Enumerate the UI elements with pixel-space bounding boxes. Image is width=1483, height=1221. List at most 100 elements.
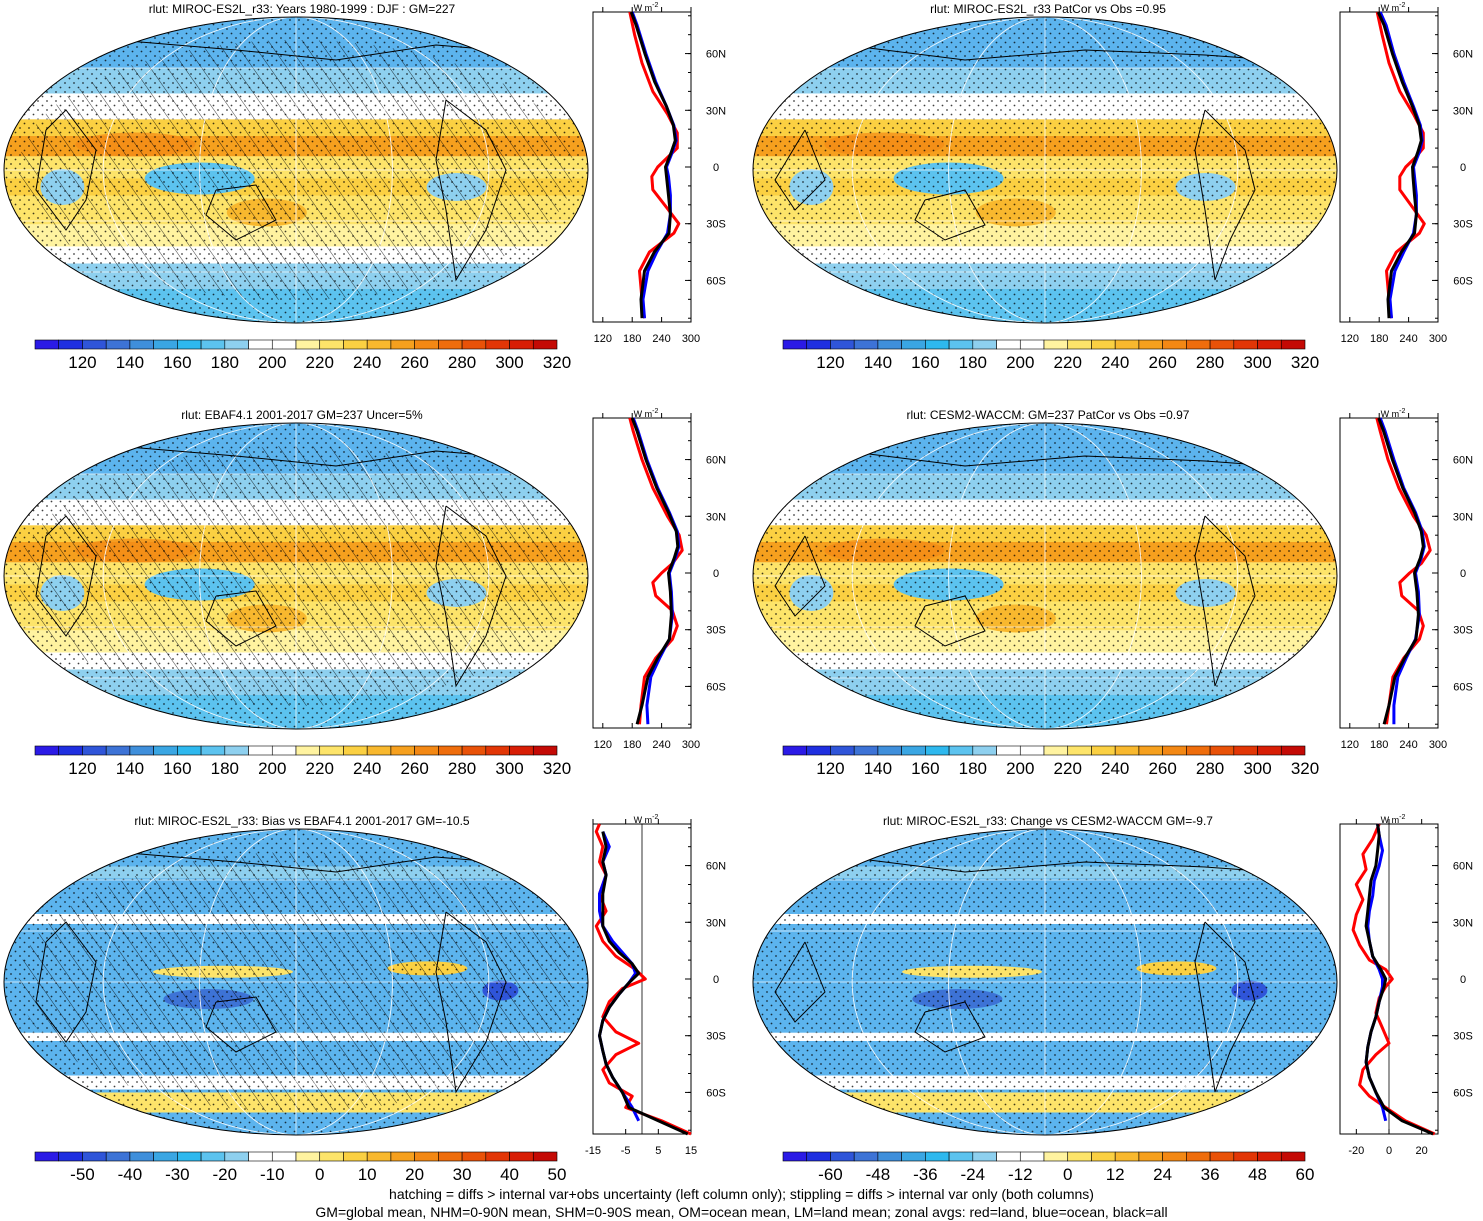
zonal-lat-label: 30S (1453, 625, 1473, 637)
colorbar-swatch (853, 1151, 879, 1162)
colorbar-label: 24 (1153, 1165, 1172, 1184)
zonal-plot-miroc-clim: 120 180 240 300 W m-2 60N 30N 0 30S 60S (592, 2, 726, 345)
zonal-xtick-label: 120 (594, 739, 612, 751)
colorbar-swatch (972, 339, 997, 350)
colorbar-swatch (996, 745, 1021, 756)
footer-line-2: GM=global mean, NHM=0-90N mean, SHM=0-90… (315, 1204, 1168, 1220)
colorbar-swatch (1138, 745, 1163, 756)
zonal-unit: W m-2 (634, 2, 659, 13)
colorbar-swatch (877, 339, 902, 350)
colorbar-swatch (1162, 745, 1187, 756)
colorbar-swatch (153, 745, 178, 756)
colorbar-label: 120 (816, 353, 844, 372)
zonal-lat-label: 0 (1460, 162, 1466, 174)
zonal-series-land (628, 417, 684, 725)
colorbar-swatch (414, 745, 439, 756)
colorbar-swatch (1114, 339, 1140, 350)
colorbar-swatch (390, 745, 415, 756)
colorbar-swatch (153, 1151, 178, 1162)
colorbar-swatch (58, 1151, 83, 1162)
colorbar-swatch (996, 339, 1021, 350)
colorbar-swatch (34, 339, 60, 350)
zonal-lat-label: 30N (1453, 511, 1473, 523)
colorbar-swatch (366, 745, 392, 756)
colorbar-swatch (1162, 1151, 1187, 1162)
zonal-plot-ebaf-obs: 120 180 240 300 W m-2 60N 30N 0 30S 60S (592, 408, 726, 751)
colorbar-swatch (1138, 339, 1163, 350)
zonal-series-land (628, 11, 681, 319)
colorbar-swatch (438, 745, 463, 756)
zonal-unit: W m-2 (1381, 2, 1406, 13)
zonal-xtick-label: -15 (585, 1145, 601, 1157)
panel-title: rlut: MIROC-ES2L_r33 PatCor vs Obs =0.95 (930, 2, 1166, 16)
colorbar-label: 180 (959, 759, 987, 778)
colorbar-swatch (509, 745, 534, 756)
zonal-lat-label: 30S (706, 219, 726, 231)
colorbar-label: -50 (70, 1165, 95, 1184)
zonal-lat-label: 60S (706, 681, 726, 693)
zonal-lat-label: 60N (1453, 861, 1473, 873)
colorbar-swatch (319, 1151, 344, 1162)
colorbar-label: -48 (866, 1165, 891, 1184)
map-fill (4, 829, 588, 1135)
colorbar-label: 320 (543, 353, 571, 372)
colorbar-cesm2-waccm: 120 140 160 180 200 220 240 260 280 300 320 (782, 745, 1319, 778)
colorbar-swatch (224, 745, 249, 756)
colorbar-swatch (1114, 745, 1140, 756)
zonal-lat-label: 30S (1453, 1031, 1473, 1043)
colorbar-label: -40 (118, 1165, 143, 1184)
zonal-xtick-label: 120 (1341, 739, 1359, 751)
colorbar-label: -10 (260, 1165, 285, 1184)
colorbar-label: 48 (1248, 1165, 1267, 1184)
zonal-xtick-label: 300 (1429, 333, 1447, 345)
colorbar-swatch (877, 1151, 902, 1162)
colorbar-swatch (1091, 745, 1116, 756)
zonal-xtick-label: -20 (1348, 1145, 1364, 1157)
map-fill (4, 423, 588, 729)
colorbar-swatch (177, 339, 202, 350)
colorbar-label: 220 (306, 759, 334, 778)
colorbar-label: 160 (911, 353, 939, 372)
zonal-unit: W m-2 (1381, 814, 1406, 825)
colorbar-swatch (782, 1151, 808, 1162)
colorbar-swatch (1043, 745, 1069, 756)
colorbar-swatch (224, 339, 249, 350)
zonal-lat-label: 60S (1453, 1087, 1473, 1099)
colorbar-swatch (366, 1151, 392, 1162)
colorbar-label: 120 (68, 353, 96, 372)
zonal-plot-miroc-bias: -15 -5 5 15 W m-2 60N 30N 0 30S 60S (585, 814, 726, 1157)
zonal-lat-label: 0 (713, 568, 719, 580)
colorbar-swatch (485, 1151, 510, 1162)
colorbar-label: 280 (448, 759, 476, 778)
colorbar-swatch (1186, 745, 1211, 756)
colorbar-swatch (414, 1151, 439, 1162)
colorbar-swatch (1257, 339, 1282, 350)
colorbar-swatch (295, 745, 321, 756)
zonal-series-all (598, 831, 689, 1136)
colorbar-swatch (461, 745, 487, 756)
zonal-series-ocean (1378, 417, 1426, 725)
zonal-lat-label: 0 (1460, 568, 1466, 580)
colorbar-label: 40 (500, 1165, 519, 1184)
zonal-lat-label: 60S (706, 1087, 726, 1099)
map-miroc-change (752, 828, 1338, 1136)
colorbar-swatch (901, 339, 926, 350)
zonal-xtick-label: 120 (594, 333, 612, 345)
colorbar-swatch (830, 339, 855, 350)
colorbar-swatch (1233, 1151, 1258, 1162)
colorbar-swatch (319, 745, 344, 756)
zonal-series-all (630, 417, 680, 725)
zonal-xtick-label: 15 (685, 1145, 697, 1157)
map-graticule (4, 423, 588, 729)
colorbar-label: 0 (1063, 1165, 1072, 1184)
colorbar-swatch (901, 1151, 926, 1162)
zonal-xtick-label: 180 (623, 739, 641, 751)
colorbar-swatch (853, 339, 879, 350)
colorbar-swatch (925, 745, 950, 756)
zonal-xtick-label: 20 (1416, 1145, 1428, 1157)
colorbar-label: 160 (163, 353, 191, 372)
colorbar-label: 10 (358, 1165, 377, 1184)
zonal-xtick-label: 5 (655, 1145, 661, 1157)
colorbar-label: 140 (116, 353, 144, 372)
colorbar-label: 20 (405, 1165, 424, 1184)
